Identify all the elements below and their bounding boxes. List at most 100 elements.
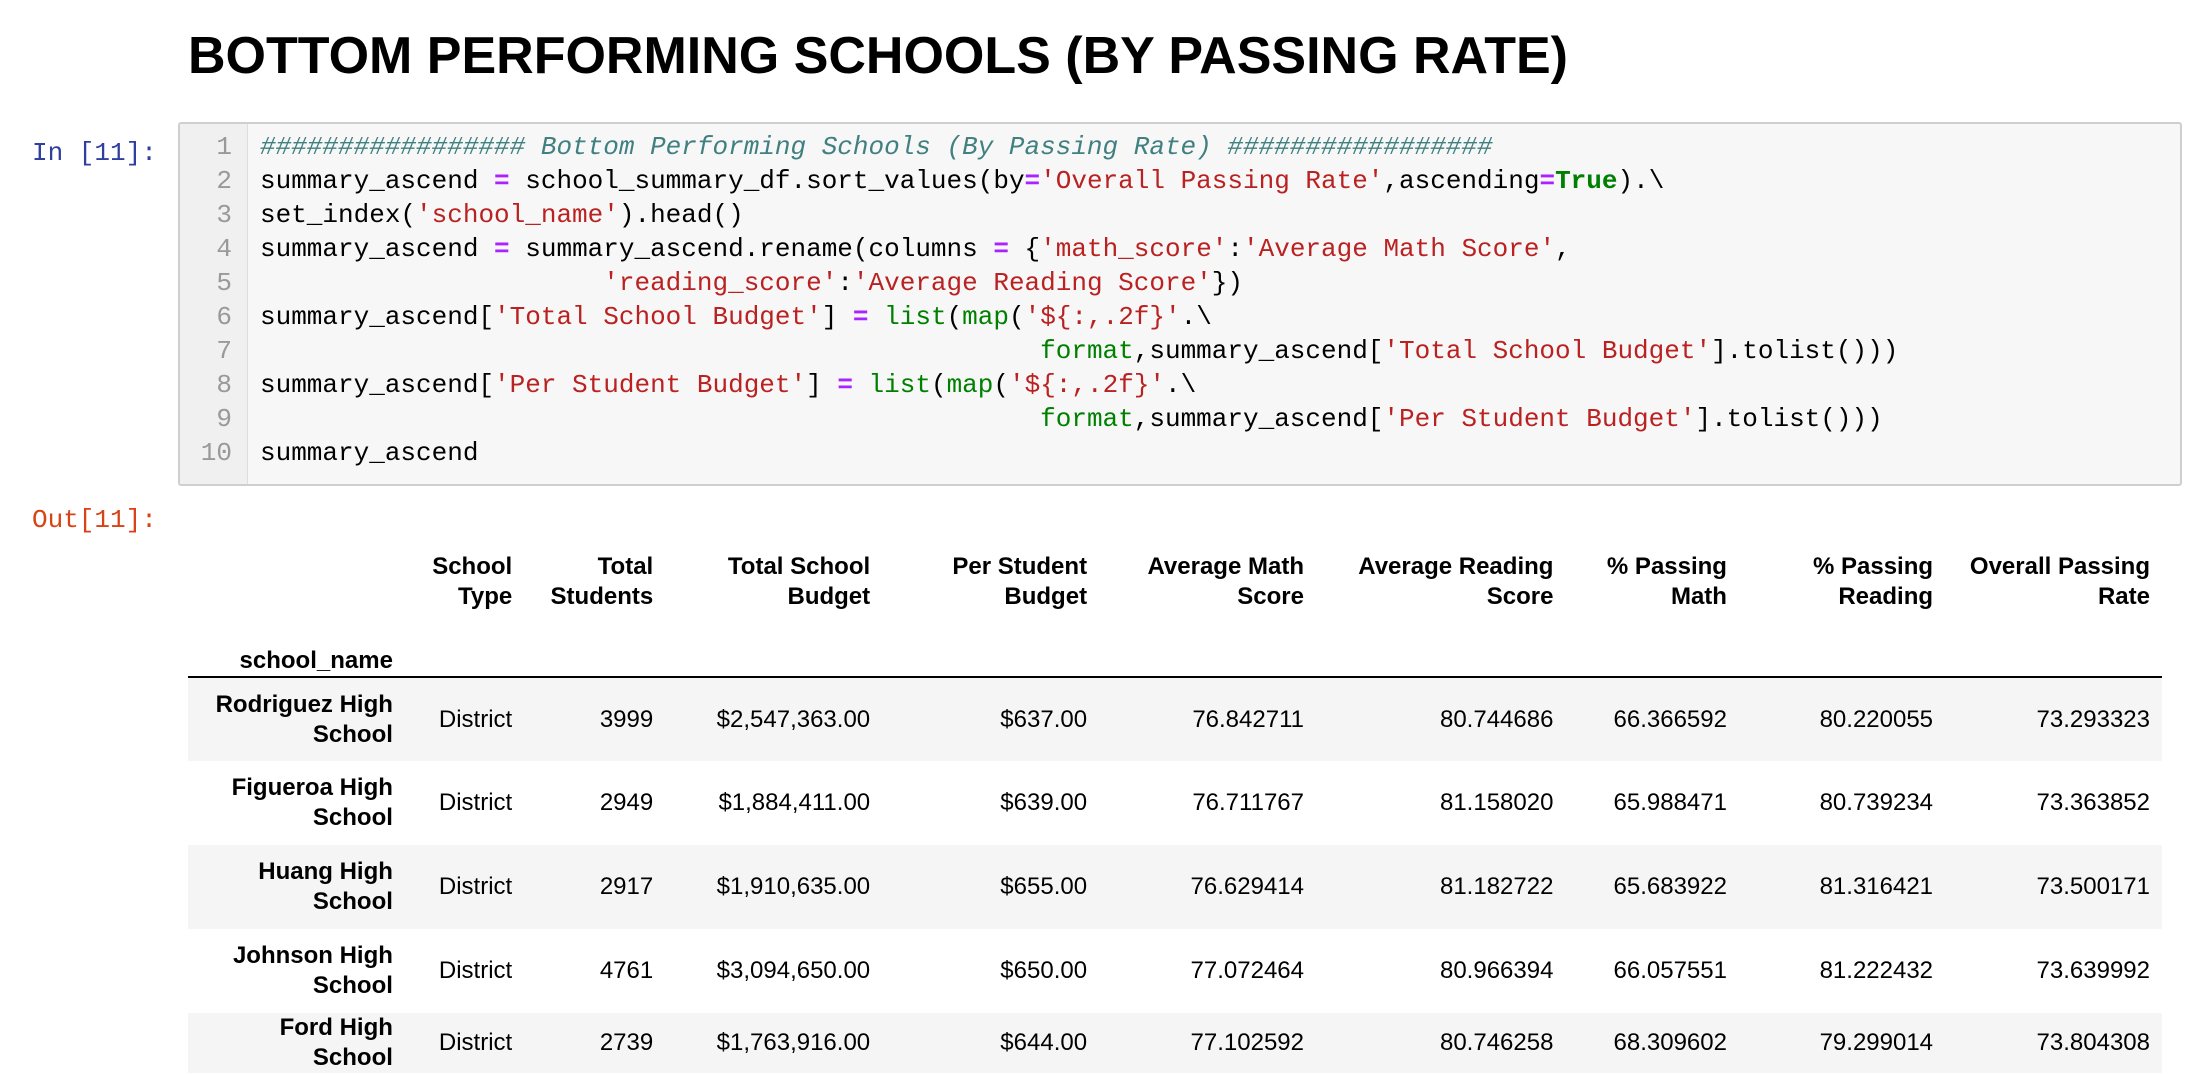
code-token: format — [1040, 404, 1134, 434]
code-token: summary_ascend — [260, 166, 495, 196]
code-text[interactable]: 'reading_score':'Average Reading Score'}… — [260, 266, 1243, 300]
code-token: = — [1024, 166, 1041, 196]
table-row: Huang High School District 2917 $1,910,635.… — [188, 845, 2162, 929]
table-cell: 73.804308 — [2036, 1029, 2150, 1056]
table-cell: 80.739234 — [1819, 789, 1934, 816]
code-token: summary_ascend.rename(columns — [509, 234, 994, 264]
code-token: 'school_name' — [416, 200, 619, 230]
table-cell: $1,910,635.00 — [716, 873, 871, 900]
table-cell: 66.057551 — [1613, 957, 1727, 984]
code-line[interactable]: 8 summary_ascend['Per Student Budget'] = … — [180, 368, 2180, 402]
table-cell: District — [438, 1029, 513, 1056]
code-token: 'Per Student Budget' — [1383, 404, 1696, 434]
code-token: list — [884, 302, 947, 332]
line-number: 3 — [216, 200, 232, 230]
table-row: Ford High School District 2739 $1,763,916.0… — [188, 1013, 2162, 1073]
code-token: list — [868, 370, 931, 400]
column-header: School Type — [432, 553, 513, 610]
code-text[interactable]: summary_ascend = school_summary_df.sort_… — [260, 164, 1664, 198]
column-header: Total Students — [550, 553, 654, 610]
code-text[interactable]: summary_ascend = summary_ascend.rename(c… — [260, 232, 1571, 266]
table-cell: 81.316421 — [1819, 873, 1934, 900]
table-cell: District — [438, 789, 513, 816]
table-cell: 73.293323 — [2036, 705, 2150, 733]
row-index-label: Ford High School — [279, 1014, 393, 1071]
code-token: = — [494, 234, 510, 264]
line-number: 5 — [216, 268, 232, 298]
table-cell: $639.00 — [1000, 789, 1088, 816]
code-text[interactable]: summary_ascend['Total School Budget'] = … — [260, 300, 1212, 334]
table-cell: 81.182722 — [1439, 873, 1554, 900]
line-number-gutter — [180, 124, 248, 484]
output-dataframe: School Type Total Students Total School … — [188, 520, 2162, 1073]
code-token — [853, 370, 869, 400]
table-cell: 2949 — [599, 789, 654, 816]
line-number: 10 — [200, 438, 232, 468]
column-header: % Passing Reading — [1812, 553, 1934, 610]
line-number: 4 — [216, 234, 232, 264]
line-number: 1 — [216, 132, 232, 162]
table-row: Figueroa High School District 2949 $1,884,4… — [188, 761, 2162, 845]
code-line[interactable]: 7 format,summary_ascend['Total School Bu… — [180, 334, 2180, 368]
table-cell: 81.222432 — [1819, 957, 1934, 984]
code-token: ] — [821, 302, 853, 332]
table-cell: $644.00 — [1000, 1029, 1088, 1056]
code-line[interactable]: 2 summary_ascend = school_summary_df.sort… — [180, 164, 2180, 198]
code-line[interactable]: 3 set_index('school_name').head() — [180, 198, 2180, 232]
code-line[interactable]: 10 summary_ascend — [180, 436, 2180, 470]
column-header-blank — [188, 520, 405, 612]
table-cell: 76.711767 — [1192, 789, 1304, 816]
code-token: ( — [993, 370, 1009, 400]
table-cell: 3999 — [599, 705, 654, 733]
column-header: % Passing Math — [1606, 553, 1727, 610]
code-text[interactable]: summary_ascend['Per Student Budget'] = l… — [260, 368, 1196, 402]
table-cell: 2739 — [599, 1029, 654, 1056]
code-token: .\ — [1180, 302, 1212, 332]
code-text[interactable]: format,summary_ascend['Per Student Budge… — [260, 402, 1883, 436]
code-token: summary_ascend[ — [260, 370, 495, 400]
code-text[interactable]: summary_ascend — [260, 436, 478, 470]
code-token: 'Per Student Budget' — [494, 370, 807, 400]
line-number: 2 — [216, 166, 232, 196]
index-name-header: school_name — [239, 647, 393, 674]
code-token: set_index( — [260, 200, 417, 230]
code-line[interactable]: 5 'reading_score':'Average Reading Score… — [180, 266, 2180, 300]
table-cell: District — [438, 705, 513, 733]
column-header: Average Reading Score — [1358, 553, 1554, 610]
table-cell: District — [438, 957, 513, 984]
code-token: school_summary_df.sort_values(by — [509, 166, 1025, 196]
code-token: ).head() — [618, 200, 744, 230]
code-token: '${:,.2f}' — [1024, 302, 1181, 332]
code-token: '${:,.2f}' — [1009, 370, 1166, 400]
table-cell: $1,763,916.00 — [716, 1029, 871, 1056]
table-cell: 73.639992 — [2036, 957, 2150, 984]
code-token: { — [1008, 234, 1041, 264]
line-number: 8 — [216, 370, 232, 400]
code-token: format — [1040, 336, 1134, 366]
line-number: 6 — [216, 302, 232, 332]
table-cell: 80.966394 — [1439, 957, 1554, 984]
code-token: 'math_score' — [1040, 234, 1228, 264]
code-token: summary_ascend — [260, 234, 495, 264]
code-token: ################# Bottom Performing Scho… — [260, 132, 1493, 162]
code-text[interactable]: set_index('school_name').head() — [260, 198, 744, 232]
code-text[interactable]: ################# Bottom Performing Scho… — [260, 130, 1493, 164]
code-token: : — [837, 268, 853, 298]
code-line[interactable]: 4 summary_ascend = summary_ascend.rename(… — [180, 232, 2180, 266]
line-number: 9 — [216, 404, 232, 434]
row-index-label: Johnson High School — [232, 942, 393, 999]
code-token: 'reading_score' — [603, 268, 838, 298]
column-header: Average Math Score — [1147, 553, 1304, 610]
code-token: }) — [1211, 268, 1243, 298]
code-line[interactable]: 6 summary_ascend['Total School Budget'] =… — [180, 300, 2180, 334]
code-cell[interactable]: 1 ################# Bottom Performing Sch… — [178, 122, 2182, 486]
code-token: ).\ — [1617, 166, 1665, 196]
code-line[interactable]: 1 ################# Bottom Performing Sch… — [180, 130, 2180, 164]
code-token — [260, 336, 1040, 366]
code-line[interactable]: 9 format,summary_ascend['Per Student Bud… — [180, 402, 2180, 436]
table-cell: $650.00 — [1000, 957, 1088, 984]
code-token: 'Average Math Score' — [1243, 234, 1556, 264]
row-index-label: Figueroa High School — [231, 774, 393, 831]
code-text[interactable]: format,summary_ascend['Total School Budg… — [260, 334, 1898, 368]
table-cell: $655.00 — [1000, 873, 1088, 900]
